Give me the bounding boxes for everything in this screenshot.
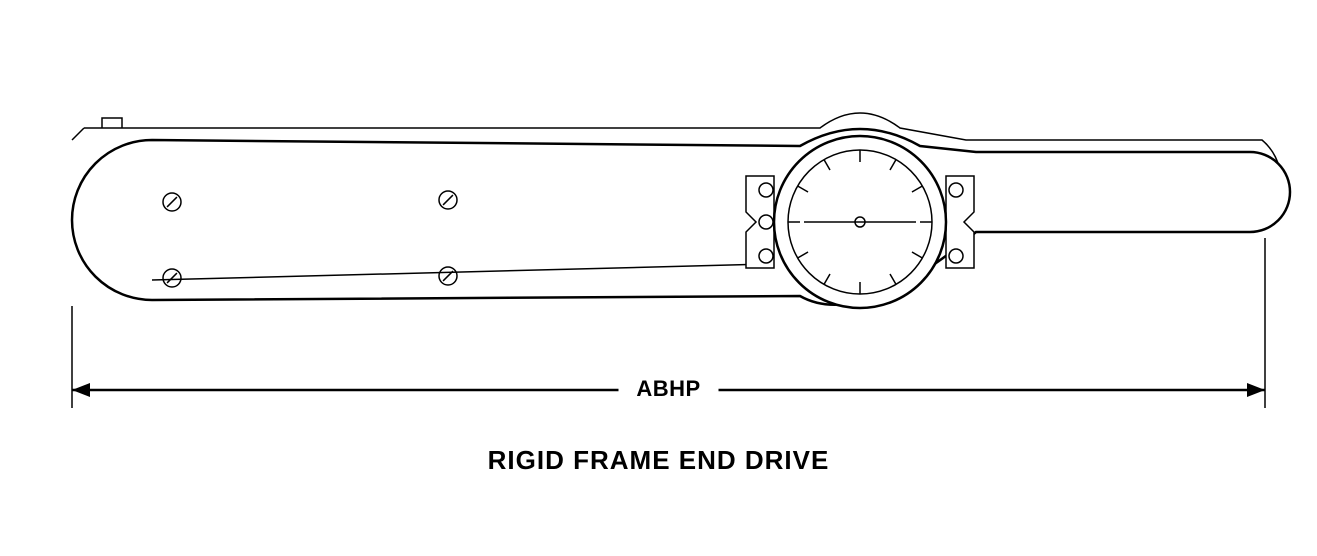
- dimension-label: ABHP: [625, 376, 713, 402]
- diagram-title: RIGID FRAME END DRIVE: [0, 445, 1317, 476]
